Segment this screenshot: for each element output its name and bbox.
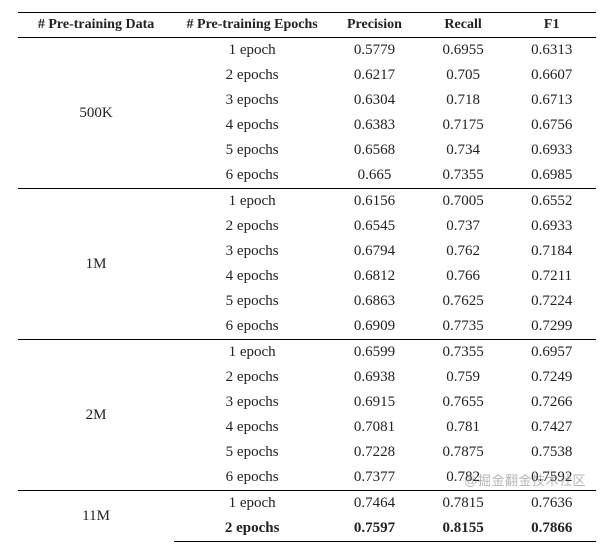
table-row: 500K1 epoch0.57790.69550.6313 xyxy=(18,38,596,64)
f1-cell: 0.6552 xyxy=(507,189,596,215)
col-header-precision: Precision xyxy=(330,13,419,38)
precision-cell: 0.5779 xyxy=(330,38,419,64)
epochs-cell: 6 epochs xyxy=(174,314,330,340)
col-header-epochs: # Pre-training Epochs xyxy=(174,13,330,38)
recall-cell: 0.7655 xyxy=(419,390,508,415)
group-label: 1M xyxy=(18,189,174,340)
precision-cell: 0.6794 xyxy=(330,239,419,264)
epochs-cell: 5 epochs xyxy=(174,440,330,465)
f1-cell: 0.7592 xyxy=(507,465,596,491)
epochs-cell: 4 epochs xyxy=(174,113,330,138)
f1-cell: 0.7266 xyxy=(507,390,596,415)
recall-cell: 0.718 xyxy=(419,88,508,113)
table-body: 500K1 epoch0.57790.69550.63132 epochs0.6… xyxy=(18,38,596,542)
precision-cell: 0.6938 xyxy=(330,365,419,390)
f1-cell: 0.6957 xyxy=(507,340,596,366)
recall-cell: 0.737 xyxy=(419,214,508,239)
f1-cell: 0.7211 xyxy=(507,264,596,289)
recall-cell: 0.705 xyxy=(419,63,508,88)
recall-cell: 0.766 xyxy=(419,264,508,289)
recall-cell: 0.782 xyxy=(419,465,508,491)
epochs-cell: 3 epochs xyxy=(174,239,330,264)
precision-cell: 0.6863 xyxy=(330,289,419,314)
recall-cell: 0.759 xyxy=(419,365,508,390)
f1-cell: 0.6756 xyxy=(507,113,596,138)
results-table: # Pre-training Data # Pre-training Epoch… xyxy=(18,12,596,542)
precision-cell: 0.7081 xyxy=(330,415,419,440)
recall-cell: 0.781 xyxy=(419,415,508,440)
epochs-cell: 1 epoch xyxy=(174,491,330,517)
group-label: 2M xyxy=(18,340,174,491)
col-header-recall: Recall xyxy=(419,13,508,38)
epochs-cell: 2 epochs xyxy=(174,516,330,542)
precision-cell: 0.6304 xyxy=(330,88,419,113)
epochs-cell: 4 epochs xyxy=(174,415,330,440)
precision-cell: 0.665 xyxy=(330,163,419,189)
f1-cell: 0.7184 xyxy=(507,239,596,264)
epochs-cell: 2 epochs xyxy=(174,365,330,390)
col-header-f1: F1 xyxy=(507,13,596,38)
precision-cell: 0.6217 xyxy=(330,63,419,88)
precision-cell: 0.7377 xyxy=(330,465,419,491)
precision-cell: 0.6915 xyxy=(330,390,419,415)
recall-cell: 0.7355 xyxy=(419,340,508,366)
epochs-cell: 5 epochs xyxy=(174,138,330,163)
epochs-cell: 1 epoch xyxy=(174,189,330,215)
recall-cell: 0.7735 xyxy=(419,314,508,340)
precision-cell: 0.6909 xyxy=(330,314,419,340)
recall-cell: 0.8155 xyxy=(419,516,508,542)
f1-cell: 0.7224 xyxy=(507,289,596,314)
epochs-cell: 1 epoch xyxy=(174,38,330,64)
f1-cell: 0.6933 xyxy=(507,214,596,239)
recall-cell: 0.7815 xyxy=(419,491,508,517)
recall-cell: 0.734 xyxy=(419,138,508,163)
f1-cell: 0.6985 xyxy=(507,163,596,189)
recall-cell: 0.7175 xyxy=(419,113,508,138)
f1-cell: 0.7538 xyxy=(507,440,596,465)
epochs-cell: 1 epoch xyxy=(174,340,330,366)
recall-cell: 0.6955 xyxy=(419,38,508,64)
f1-cell: 0.6313 xyxy=(507,38,596,64)
recall-cell: 0.7005 xyxy=(419,189,508,215)
f1-cell: 0.7249 xyxy=(507,365,596,390)
epochs-cell: 5 epochs xyxy=(174,289,330,314)
precision-cell: 0.6545 xyxy=(330,214,419,239)
precision-cell: 0.6383 xyxy=(330,113,419,138)
table-row: 2M1 epoch0.65990.73550.6957 xyxy=(18,340,596,366)
epochs-cell: 3 epochs xyxy=(174,88,330,113)
recall-cell: 0.7355 xyxy=(419,163,508,189)
f1-cell: 0.6607 xyxy=(507,63,596,88)
recall-cell: 0.7875 xyxy=(419,440,508,465)
precision-cell: 0.7464 xyxy=(330,491,419,517)
precision-cell: 0.6156 xyxy=(330,189,419,215)
f1-cell: 0.7636 xyxy=(507,491,596,517)
epochs-cell: 6 epochs xyxy=(174,163,330,189)
epochs-cell: 6 epochs xyxy=(174,465,330,491)
group-label: 11M xyxy=(18,491,174,542)
precision-cell: 0.6568 xyxy=(330,138,419,163)
table-row: 1M1 epoch0.61560.70050.6552 xyxy=(18,189,596,215)
epochs-cell: 2 epochs xyxy=(174,214,330,239)
table-row: 11M1 epoch0.74640.78150.7636 xyxy=(18,491,596,517)
precision-cell: 0.6812 xyxy=(330,264,419,289)
f1-cell: 0.6933 xyxy=(507,138,596,163)
epochs-cell: 2 epochs xyxy=(174,63,330,88)
f1-cell: 0.6713 xyxy=(507,88,596,113)
precision-cell: 0.6599 xyxy=(330,340,419,366)
precision-cell: 0.7228 xyxy=(330,440,419,465)
recall-cell: 0.7625 xyxy=(419,289,508,314)
table-header-row: # Pre-training Data # Pre-training Epoch… xyxy=(18,13,596,38)
recall-cell: 0.762 xyxy=(419,239,508,264)
precision-cell: 0.7597 xyxy=(330,516,419,542)
f1-cell: 0.7299 xyxy=(507,314,596,340)
col-header-data: # Pre-training Data xyxy=(18,13,174,38)
epochs-cell: 3 epochs xyxy=(174,390,330,415)
epochs-cell: 4 epochs xyxy=(174,264,330,289)
f1-cell: 0.7866 xyxy=(507,516,596,542)
group-label: 500K xyxy=(18,38,174,189)
f1-cell: 0.7427 xyxy=(507,415,596,440)
